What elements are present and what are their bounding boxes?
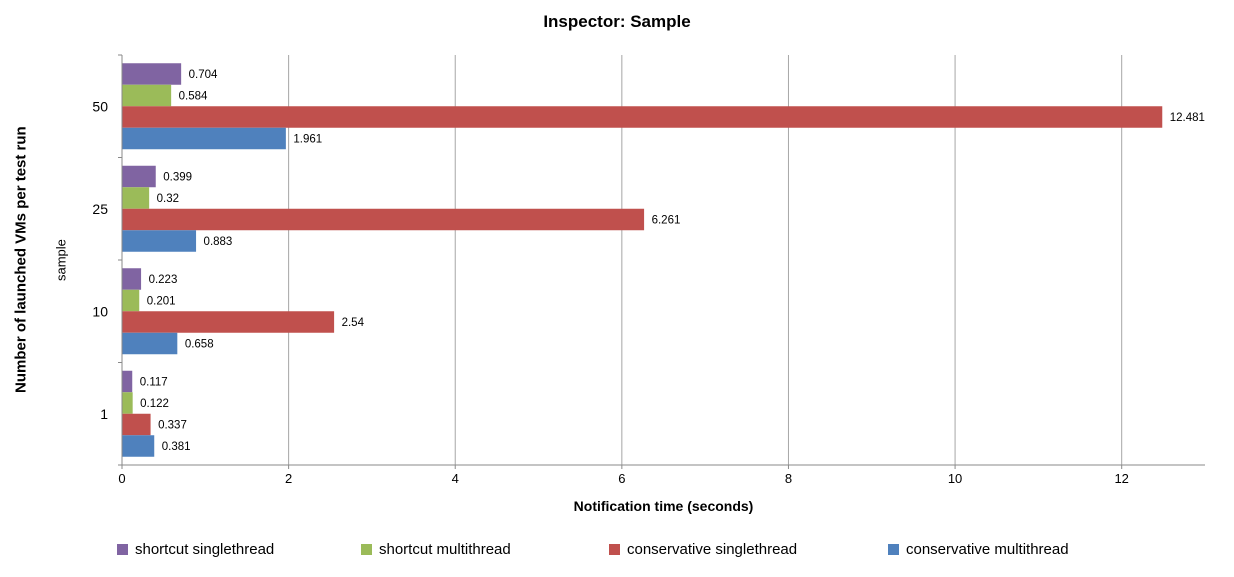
legend-label: conservative multithread (906, 541, 1069, 558)
bar-value-label: 0.381 (162, 441, 191, 453)
bar-value-label: 6.261 (652, 215, 681, 227)
x-tick-label: 10 (948, 471, 962, 486)
x-tick-label: 8 (785, 471, 792, 486)
x-tick-label: 4 (452, 471, 459, 486)
x-axis-title: Notification time (seconds) (573, 498, 754, 514)
legend-item: conservative multithread (888, 541, 1069, 558)
bar (122, 268, 142, 290)
y-category-label: 10 (92, 303, 108, 319)
y-category-label: 50 (92, 98, 108, 114)
bar (122, 311, 335, 333)
bar-value-label: 0.223 (149, 274, 178, 286)
bar-value-label: 0.117 (140, 377, 168, 389)
bar (122, 413, 151, 436)
x-tick-label: 0 (118, 471, 125, 486)
y-category-label: 25 (92, 201, 108, 217)
legend: shortcut singlethread shortcut multithrea… (0, 541, 1234, 563)
bar (122, 289, 140, 312)
legend-label: shortcut multithread (379, 541, 511, 558)
bar (122, 165, 156, 188)
bar (122, 127, 286, 150)
bar-value-label: 0.704 (189, 69, 218, 81)
bar (122, 392, 133, 414)
x-tick-label: 12 (1114, 471, 1128, 486)
x-tick-label: 2 (285, 471, 292, 486)
bar (122, 435, 155, 457)
bar-value-label: 0.32 (157, 193, 179, 205)
bar (122, 84, 172, 107)
legend-swatch-icon (609, 544, 620, 555)
legend-swatch-icon (361, 544, 372, 555)
legend-item: shortcut multithread (361, 541, 511, 558)
bar (122, 332, 178, 355)
bar-value-label: 2.54 (342, 317, 365, 329)
chart-title: Inspector: Sample (543, 12, 691, 31)
bar-value-label: 0.201 (147, 296, 176, 308)
bar-value-label: 12.481 (1170, 112, 1205, 124)
bar (122, 187, 150, 209)
bar-value-label: 0.337 (158, 420, 187, 432)
bar-value-label: 0.584 (179, 91, 208, 103)
legend-label: shortcut singlethread (135, 541, 275, 558)
bar-value-label: 0.883 (204, 236, 233, 248)
bar (122, 106, 1163, 128)
legend-label: conservative singlethread (627, 541, 798, 558)
bar-value-label: 1.961 (293, 134, 322, 146)
bar (122, 63, 182, 85)
bar-value-label: 0.122 (140, 398, 169, 410)
y-category-label: 1 (100, 406, 108, 422)
legend-item: conservative singlethread (609, 541, 797, 558)
legend-item: shortcut singlethread (117, 541, 274, 558)
x-tick-label: 6 (618, 471, 625, 486)
bar (122, 208, 645, 231)
bar (122, 370, 133, 393)
bar-value-label: 0.658 (185, 339, 214, 351)
legend-swatch-icon (117, 544, 128, 555)
bar (122, 230, 197, 252)
bar-value-label: 0.399 (163, 172, 192, 184)
legend-swatch-icon (888, 544, 899, 555)
